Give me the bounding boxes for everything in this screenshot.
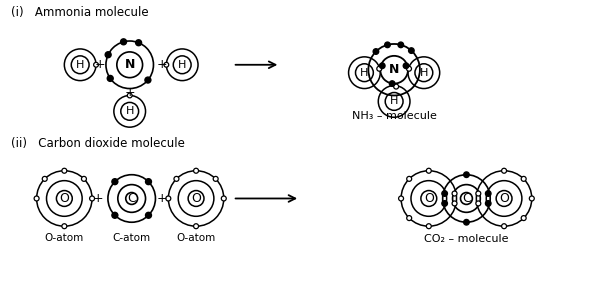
Text: N: N xyxy=(389,63,400,76)
Text: H: H xyxy=(126,106,134,116)
Text: H: H xyxy=(390,97,398,106)
Circle shape xyxy=(407,216,412,221)
Circle shape xyxy=(213,176,218,181)
Circle shape xyxy=(42,176,47,181)
Text: H: H xyxy=(361,68,368,78)
Circle shape xyxy=(193,168,198,173)
Text: +: + xyxy=(93,192,103,205)
Circle shape xyxy=(406,66,412,71)
Circle shape xyxy=(146,212,151,218)
Text: C: C xyxy=(462,192,471,205)
Circle shape xyxy=(464,219,469,225)
Text: +: + xyxy=(157,58,168,71)
Circle shape xyxy=(105,52,111,58)
Circle shape xyxy=(127,93,132,98)
Text: (ii)   Carbon dioxide molecule: (ii) Carbon dioxide molecule xyxy=(11,137,185,150)
Circle shape xyxy=(385,42,390,48)
Circle shape xyxy=(442,191,447,196)
Circle shape xyxy=(501,224,506,229)
Circle shape xyxy=(521,176,526,181)
Circle shape xyxy=(409,48,414,53)
Circle shape xyxy=(107,75,113,81)
Circle shape xyxy=(398,42,404,48)
Circle shape xyxy=(112,212,118,218)
Circle shape xyxy=(476,201,481,206)
Text: +: + xyxy=(157,192,168,205)
Text: H: H xyxy=(178,60,187,70)
Circle shape xyxy=(94,62,98,67)
Circle shape xyxy=(398,196,404,201)
Text: H: H xyxy=(76,60,84,70)
Text: C: C xyxy=(127,192,136,205)
Circle shape xyxy=(146,179,151,185)
Circle shape xyxy=(426,224,431,229)
Circle shape xyxy=(452,201,457,206)
Circle shape xyxy=(193,224,198,229)
Circle shape xyxy=(164,62,169,67)
Circle shape xyxy=(476,191,481,196)
Circle shape xyxy=(403,63,409,68)
Text: N: N xyxy=(124,58,135,71)
Circle shape xyxy=(426,168,431,173)
Circle shape xyxy=(464,172,469,177)
Circle shape xyxy=(389,81,395,86)
Text: O: O xyxy=(59,192,70,205)
Text: (i)   Ammonia molecule: (i) Ammonia molecule xyxy=(11,6,148,19)
Circle shape xyxy=(442,201,447,206)
Circle shape xyxy=(145,77,151,83)
Text: NH₃ – molecule: NH₃ – molecule xyxy=(352,111,437,121)
Circle shape xyxy=(174,176,179,181)
Circle shape xyxy=(407,176,412,181)
Circle shape xyxy=(112,179,118,185)
Circle shape xyxy=(90,196,95,201)
Circle shape xyxy=(452,191,457,196)
Circle shape xyxy=(393,84,398,89)
Circle shape xyxy=(501,168,506,173)
Circle shape xyxy=(62,224,67,229)
Text: H: H xyxy=(420,68,428,78)
Circle shape xyxy=(377,66,382,71)
Circle shape xyxy=(121,39,126,45)
Text: O: O xyxy=(191,192,201,205)
Circle shape xyxy=(166,196,171,201)
Circle shape xyxy=(34,196,39,201)
Circle shape xyxy=(373,49,379,54)
Circle shape xyxy=(521,216,526,221)
Circle shape xyxy=(135,40,142,46)
Text: O-atom: O-atom xyxy=(176,233,216,243)
Text: C-atom: C-atom xyxy=(113,233,151,243)
Text: +: + xyxy=(124,86,135,99)
Circle shape xyxy=(221,196,226,201)
Circle shape xyxy=(486,191,491,196)
Text: CO₂ – molecule: CO₂ – molecule xyxy=(424,234,509,244)
Text: O: O xyxy=(499,192,509,205)
Circle shape xyxy=(62,168,67,173)
Circle shape xyxy=(82,176,87,181)
Circle shape xyxy=(529,196,534,201)
Circle shape xyxy=(379,63,385,68)
Text: O-atom: O-atom xyxy=(45,233,84,243)
Text: +: + xyxy=(95,58,106,71)
Text: O: O xyxy=(424,192,434,205)
Circle shape xyxy=(486,201,491,206)
